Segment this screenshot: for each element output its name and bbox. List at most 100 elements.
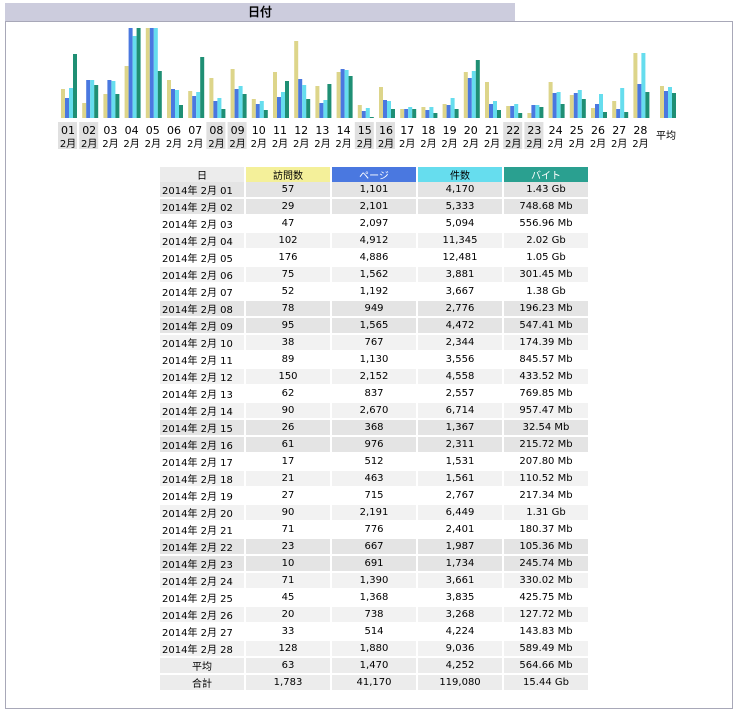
cell-pages: 837 <box>331 385 418 403</box>
x-tick-month: 2月 <box>293 138 309 150</box>
daily-bar-chart: 012月022月032月042月052月062月072月082月092月102月… <box>58 28 676 150</box>
bar-28-s3 <box>645 92 650 118</box>
bar-avg-s1 <box>664 91 668 118</box>
bar-26-s1 <box>595 104 599 118</box>
cell-day: 2014年 2月 16 <box>160 436 246 454</box>
cell-day: 2014年 2月 07 <box>160 283 246 301</box>
cell-pages: 767 <box>331 334 418 352</box>
bar-21-s1 <box>489 104 493 118</box>
daily-stats-table: 日 訪問数 ページ 件数 バイト 2014年 2月 01 57 1,101 4,170… <box>160 167 590 692</box>
bar-16-s2 <box>387 101 391 118</box>
table-row: 2014年 2月 17 17 512 1,531 207.80 Mb <box>160 453 590 471</box>
bar-10-s1 <box>255 104 260 118</box>
x-tick-month: 2月 <box>229 138 245 150</box>
cell-day: 2014年 2月 04 <box>160 232 246 250</box>
table-row: 2014年 2月 14 90 2,670 6,714 957.47 Mb <box>160 402 590 420</box>
table-row: 2014年 2月 23 10 691 1,734 245.74 Mb <box>160 555 590 573</box>
cell-hits: 4,224 <box>417 623 504 641</box>
weekend-label-bg <box>376 122 395 149</box>
bar-14-s3 <box>348 76 353 118</box>
cell-hits: 9,036 <box>417 640 504 658</box>
bar-22-s1 <box>510 106 515 118</box>
x-tick-day: 12 <box>294 124 308 137</box>
bar-16-s0 <box>379 87 383 118</box>
bar-26-s2 <box>599 94 603 118</box>
cell-visits: 47 <box>245 215 332 233</box>
cell-bytes: 196.23 Mb <box>503 300 590 318</box>
x-tick-month: 2月 <box>314 138 330 150</box>
x-tick-month: 2月 <box>484 138 500 150</box>
weekend-label-bg <box>58 122 77 149</box>
bar-23-s1 <box>531 105 536 118</box>
cell-day: 2014年 2月 10 <box>160 334 246 352</box>
table-row: 2014年 2月 01 57 1,101 4,170 1.43 Gb <box>160 182 590 199</box>
cell-visits: 102 <box>245 232 332 250</box>
bar-21-s3 <box>497 110 501 118</box>
cell-visits: 61 <box>245 436 332 454</box>
col-header-pages: ページ <box>331 167 418 182</box>
bar-05-s3 <box>157 71 162 118</box>
cell-visits: 33 <box>245 623 332 641</box>
cell-pages: 1,101 <box>331 182 418 199</box>
cell-visits: 27 <box>245 487 332 505</box>
bar-14-s1 <box>340 69 345 118</box>
cell-day: 2014年 2月 09 <box>160 317 246 335</box>
cell-day: 2014年 2月 27 <box>160 623 246 641</box>
table-row: 2014年 2月 28 128 1,880 9,036 589.49 Mb <box>160 640 590 658</box>
cell-pages: 2,670 <box>331 402 418 420</box>
x-tick-month: 2月 <box>123 138 139 150</box>
cell-pages: 1,565 <box>331 317 418 335</box>
cell-bytes: 215.72 Mb <box>503 436 590 454</box>
cell-hits: 2,344 <box>417 334 504 352</box>
cell-bytes: 556.96 Mb <box>503 215 590 233</box>
bar-06-s1 <box>171 89 175 118</box>
cell-day: 2014年 2月 14 <box>160 402 246 420</box>
x-tick-day: 16 <box>379 124 393 137</box>
x-tick-day: 17 <box>400 124 414 137</box>
cell-bytes: 1.31 Gb <box>503 504 590 522</box>
x-tick-day: 01 <box>61 124 75 137</box>
bar-01-s1 <box>65 98 69 118</box>
cell-visits: 176 <box>245 249 332 267</box>
x-tick-month: 2月 <box>505 138 521 150</box>
bar-02-s2 <box>90 80 95 118</box>
cell-hits: 5,333 <box>417 198 504 216</box>
table-row: 2014年 2月 26 20 738 3,268 127.72 Mb <box>160 606 590 624</box>
cell-day: 2014年 2月 25 <box>160 589 246 607</box>
cell-bytes: 105.36 Mb <box>503 538 590 556</box>
table-row: 2014年 2月 16 61 976 2,311 215.72 Mb <box>160 436 590 454</box>
bar-25-s1 <box>573 93 578 118</box>
x-tick-month: 2月 <box>463 138 479 150</box>
cell-bytes: 207.80 Mb <box>503 453 590 471</box>
bar-avg-s3 <box>672 93 676 118</box>
cell-day: 2014年 2月 08 <box>160 300 246 318</box>
cell-hits: 5,094 <box>417 215 504 233</box>
cell-day: 2014年 2月 13 <box>160 385 246 403</box>
bar-09-s0 <box>230 69 235 118</box>
x-tick-day: 25 <box>570 124 584 137</box>
cell-visits: 90 <box>245 504 332 522</box>
x-tick-month: 2月 <box>547 138 563 150</box>
weekend-label-bg <box>503 122 523 149</box>
cell-hits: 3,667 <box>417 283 504 301</box>
bar-03-s1 <box>107 80 112 118</box>
bar-17-s2 <box>408 107 413 118</box>
bar-26-s0 <box>591 108 595 118</box>
bar-20-s1 <box>467 78 472 118</box>
table-row: 2014年 2月 05 176 4,886 12,481 1.05 Gb <box>160 249 590 267</box>
bar-12-s3 <box>306 99 311 118</box>
bar-avg-s0 <box>660 86 664 118</box>
x-tick-day: 24 <box>549 124 563 137</box>
cell-day: 2014年 2月 01 <box>160 182 246 199</box>
x-tick-day: 08 <box>209 124 223 137</box>
bar-06-s3 <box>179 105 183 118</box>
cell-hits: 2,311 <box>417 436 504 454</box>
x-tick-month: 2月 <box>357 138 373 150</box>
cell-bytes: 547.41 Mb <box>503 317 590 335</box>
x-tick-month: 2月 <box>335 138 351 150</box>
bar-11-s1 <box>277 97 281 118</box>
cell-visits: 10 <box>245 555 332 573</box>
bar-02-s1 <box>86 80 91 118</box>
table-row: 2014年 2月 15 26 368 1,367 32.54 Mb <box>160 419 590 437</box>
bar-08-s2 <box>217 98 222 118</box>
